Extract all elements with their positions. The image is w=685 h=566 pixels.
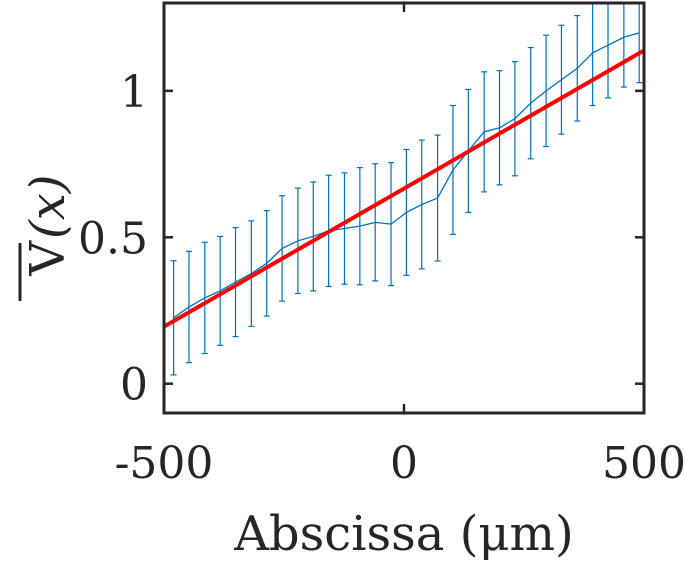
x-tick-label: 500 <box>602 438 685 489</box>
y-tick-label: 0.5 <box>78 213 148 264</box>
y-tick-label: 1 <box>120 67 148 118</box>
fit-series-line <box>163 48 645 329</box>
y-tick-labels: 00.51 <box>78 67 148 411</box>
y-axis-label-base: V <box>20 240 76 277</box>
plot-area <box>163 3 645 376</box>
measured-series-line <box>173 32 640 319</box>
x-tick-label: -500 <box>115 438 214 489</box>
y-axis-label: V (x) <box>18 174 76 301</box>
axes-group <box>162 1 646 415</box>
y-axis-label-arg: (x) <box>20 174 76 239</box>
x-tick-labels: -500 0 500 <box>115 438 685 489</box>
axes-box <box>162 1 646 415</box>
y-tick-label: 0 <box>120 360 148 411</box>
x-tick-label: 0 <box>390 438 418 489</box>
x-axis-label: Abscissa (μm) <box>233 506 574 562</box>
